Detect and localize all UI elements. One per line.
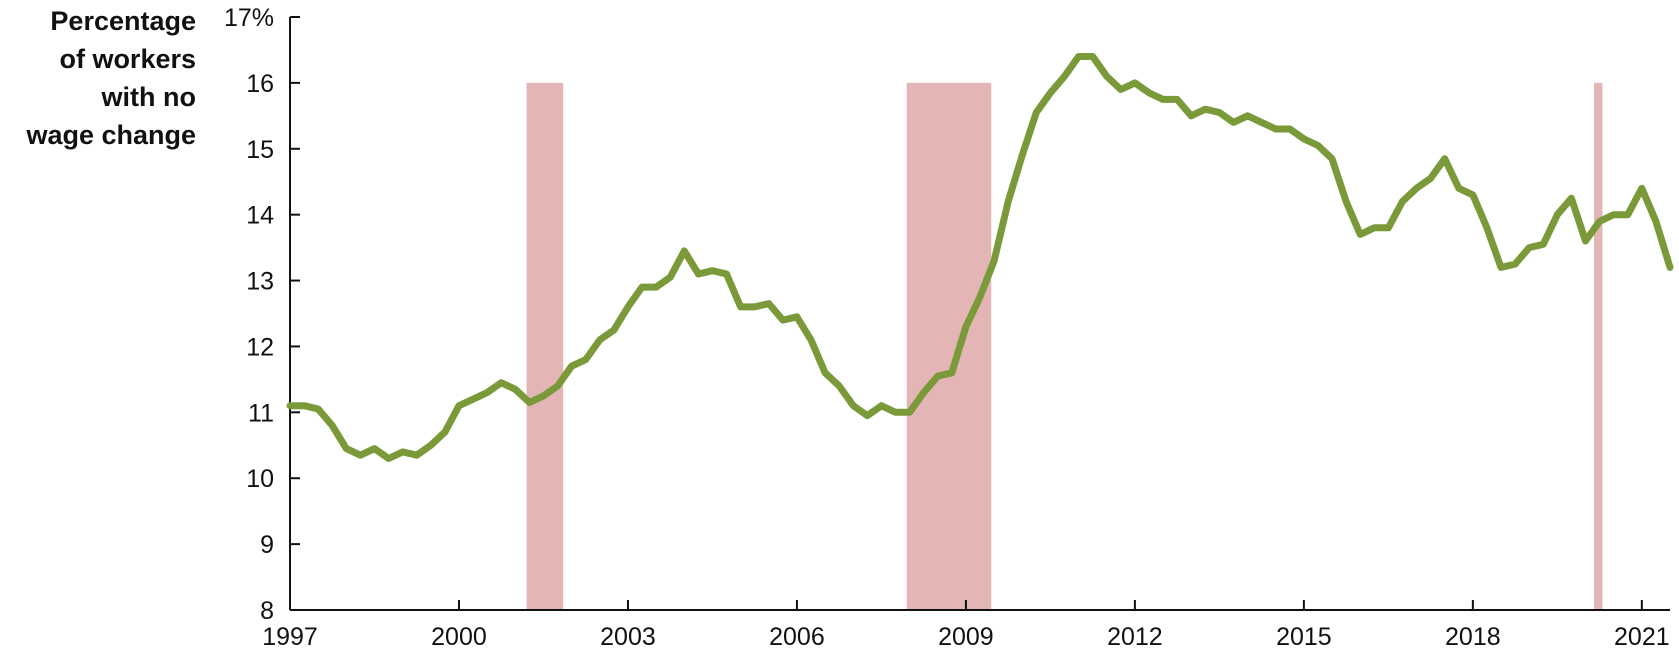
y-tick-label: 10 — [246, 465, 274, 493]
recession-band — [906, 82, 992, 610]
y-tick-label: 17% — [224, 4, 274, 32]
x-tick-label: 2012 — [1107, 623, 1163, 651]
axes: 8 9 10 11 12 13 14 15 16 17% 1997 2000 2003 2006 2009 2… — [224, 4, 1670, 651]
y-tick-label: 9 — [260, 531, 274, 559]
recession-band — [526, 82, 564, 610]
series-layer — [286, 53, 1674, 462]
y-tick-label: 12 — [246, 333, 274, 361]
y-axis-title-line: Percentage — [50, 6, 196, 36]
x-tick-label: 2000 — [431, 623, 487, 651]
x-tick-label: 2021 — [1614, 623, 1670, 651]
x-tick-label: 2006 — [769, 623, 825, 651]
y-tick-label: 16 — [246, 70, 274, 98]
x-tick-label: 2018 — [1445, 623, 1501, 651]
y-tick-label: 13 — [246, 268, 274, 296]
series-line — [286, 53, 1674, 462]
x-tick-label: 2015 — [1276, 623, 1332, 651]
y-tick-label: 8 — [260, 597, 274, 625]
recession-shading — [526, 82, 1603, 610]
y-tick-label: 11 — [248, 399, 274, 427]
x-tick-label: 2003 — [600, 623, 656, 651]
y-axis-title-line: of workers — [59, 44, 196, 74]
y-tick-label: 15 — [246, 136, 274, 164]
y-axis-title: Percentage of workers with no wage chang… — [0, 2, 196, 154]
x-tick-label: 2009 — [938, 623, 994, 651]
y-tick-label: 14 — [246, 202, 274, 230]
y-axis-title-line: with no — [101, 82, 196, 112]
y-axis-title-line: wage change — [26, 120, 196, 150]
x-tick-label: 1997 — [262, 623, 318, 651]
recession-band — [1593, 82, 1603, 610]
